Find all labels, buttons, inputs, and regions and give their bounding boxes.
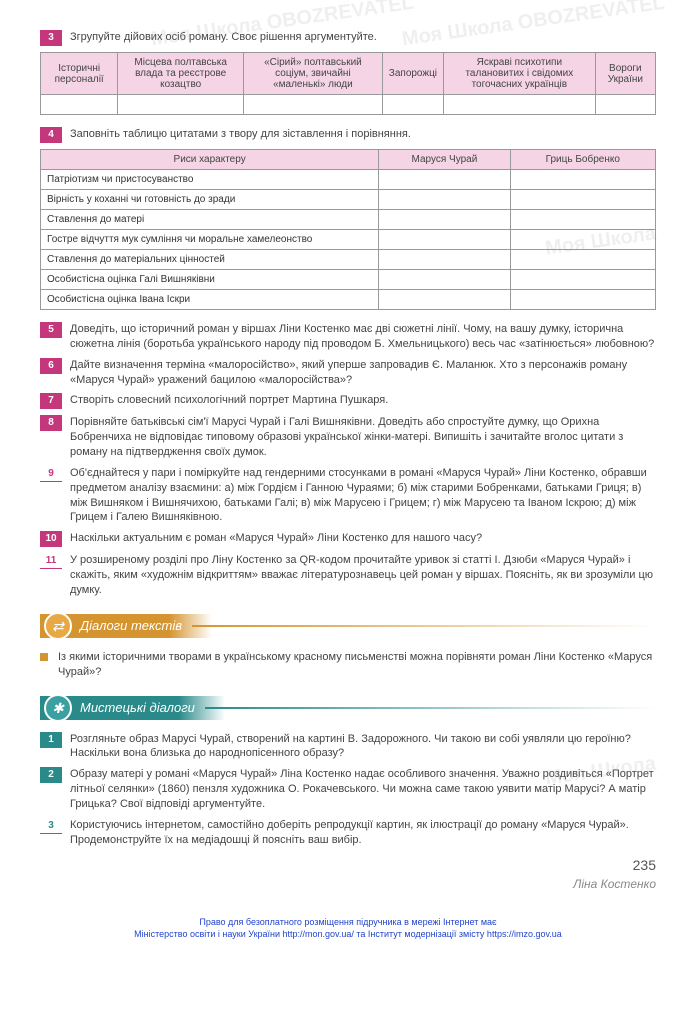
table-header: Історичні персоналії bbox=[41, 53, 118, 95]
square-bullet-icon bbox=[40, 653, 48, 661]
task-item: 10 Наскільки актуальним є роман «Маруся Ч… bbox=[40, 531, 656, 547]
table-header: Місцева полтавська влада та реєстрове ко… bbox=[118, 53, 244, 95]
task-item: 8 Порівняйте батьківські сім'ї Марусі Чур… bbox=[40, 415, 656, 460]
arrows-icon: ⇄ bbox=[44, 612, 72, 640]
grouping-table: Історичні персоналії Місцева полтавська … bbox=[40, 52, 656, 115]
task-number: 1 bbox=[40, 732, 62, 748]
task-text: Розгляньте образ Марусі Чурай, створений… bbox=[70, 732, 656, 762]
table-cell: Патріотизм чи пристосуванство bbox=[41, 170, 379, 190]
task-item: 3 Користуючись інтернетом, самостійно доб… bbox=[40, 818, 656, 848]
table-header: Запорожці bbox=[382, 53, 443, 95]
banner-label: ⇄ Діалоги текстів bbox=[40, 614, 212, 638]
task-text: Користуючись інтернетом, самостійно добе… bbox=[70, 818, 656, 848]
table-cell: Гостре відчуття мук сумління чи моральне… bbox=[41, 230, 379, 250]
table-cell: Вірність у коханні чи готовність до зрад… bbox=[41, 190, 379, 210]
table-cell: Ставлення до матері bbox=[41, 210, 379, 230]
page-number: 235 bbox=[633, 857, 656, 873]
table-cell: Особистісна оцінка Галі Вишняківни bbox=[41, 270, 379, 290]
table-cell: Ставлення до матеріальних цінностей bbox=[41, 250, 379, 270]
table-header: Яскраві психотипи талановитих і свідомих… bbox=[444, 53, 596, 95]
task-text: Створіть словесний психологічний портрет… bbox=[70, 393, 656, 408]
task-number: 8 bbox=[40, 415, 62, 431]
task-number: 9 bbox=[40, 466, 62, 482]
task-number: 3 bbox=[40, 30, 62, 46]
task-item: 3 Згрупуйте дійових осіб роману. Своє рі… bbox=[40, 30, 656, 46]
comparison-table: Риси характеру Маруся Чурай Гриць Бобрен… bbox=[40, 149, 656, 310]
task-text: Об'єднайтеся у пари і поміркуйте над ген… bbox=[70, 466, 656, 525]
task-text: У розширеному розділі про Ліну Костенко … bbox=[70, 553, 656, 598]
banner-label: ✱ Мистецькі діалоги bbox=[40, 696, 225, 720]
task-item: 6 Дайте визначення терміна «малоросійство… bbox=[40, 358, 656, 388]
task-text: Дайте визначення терміна «малоросійство»… bbox=[70, 358, 656, 388]
section-banner-art: ✱ Мистецькі діалоги bbox=[40, 694, 656, 722]
table-header: Вороги України bbox=[595, 53, 655, 95]
task-item: 2 Образу матері у романі «Маруся Чурай» Л… bbox=[40, 767, 656, 812]
task-item: 9 Об'єднайтеся у пари і поміркуйте над ге… bbox=[40, 466, 656, 525]
task-number: 2 bbox=[40, 767, 62, 783]
bullet-item: Із якими історичними творами в українськ… bbox=[40, 650, 656, 680]
section-banner-dialogues: ⇄ Діалоги текстів bbox=[40, 612, 656, 640]
footer-author: Ліна Костенко bbox=[40, 877, 656, 891]
task-item: 7 Створіть словесний психологічний портре… bbox=[40, 393, 656, 409]
banner-tail bbox=[192, 625, 656, 627]
task-text: Заповніть таблицю цитатами з твору для з… bbox=[70, 127, 656, 142]
task-number: 3 bbox=[40, 818, 62, 834]
table-header: Гриць Бобренко bbox=[510, 150, 655, 170]
task-item: 4 Заповніть таблицю цитатами з твору для… bbox=[40, 127, 656, 143]
task-number: 7 bbox=[40, 393, 62, 409]
palette-icon: ✱ bbox=[44, 694, 72, 722]
task-text: Наскільки актуальним є роман «Маруся Чур… bbox=[70, 531, 656, 546]
task-text: Образу матері у романі «Маруся Чурай» Лі… bbox=[70, 767, 656, 812]
task-item: 5 Доведіть, що історичний роман у віршах … bbox=[40, 322, 656, 352]
task-number: 4 bbox=[40, 127, 62, 143]
copyright-note: Право для безоплатного розміщення підруч… bbox=[0, 911, 696, 950]
textbook-page: Моя Школа OBOZREVATEL Моя Школа OBOZREVA… bbox=[0, 0, 696, 911]
bullet-text: Із якими історичними творами в українськ… bbox=[58, 650, 656, 680]
table-header: Риси характеру bbox=[41, 150, 379, 170]
task-text: Згрупуйте дійових осіб роману. Своє ріше… bbox=[70, 30, 656, 45]
task-number: 11 bbox=[40, 553, 62, 569]
task-number: 10 bbox=[40, 531, 62, 547]
table-header: «Сірий» полтавський соціум, звичайні «ма… bbox=[244, 53, 383, 95]
task-item: 11 У розширеному розділі про Ліну Костенк… bbox=[40, 553, 656, 598]
banner-tail bbox=[205, 707, 656, 709]
task-text: Доведіть, що історичний роман у віршах Л… bbox=[70, 322, 656, 352]
task-text: Порівняйте батьківські сім'ї Марусі Чура… bbox=[70, 415, 656, 460]
table-header: Маруся Чурай bbox=[379, 150, 510, 170]
table-cell: Особистісна оцінка Івана Іскри bbox=[41, 290, 379, 310]
task-number: 5 bbox=[40, 322, 62, 338]
task-item: 1 Розгляньте образ Марусі Чурай, створени… bbox=[40, 732, 656, 762]
task-number: 6 bbox=[40, 358, 62, 374]
